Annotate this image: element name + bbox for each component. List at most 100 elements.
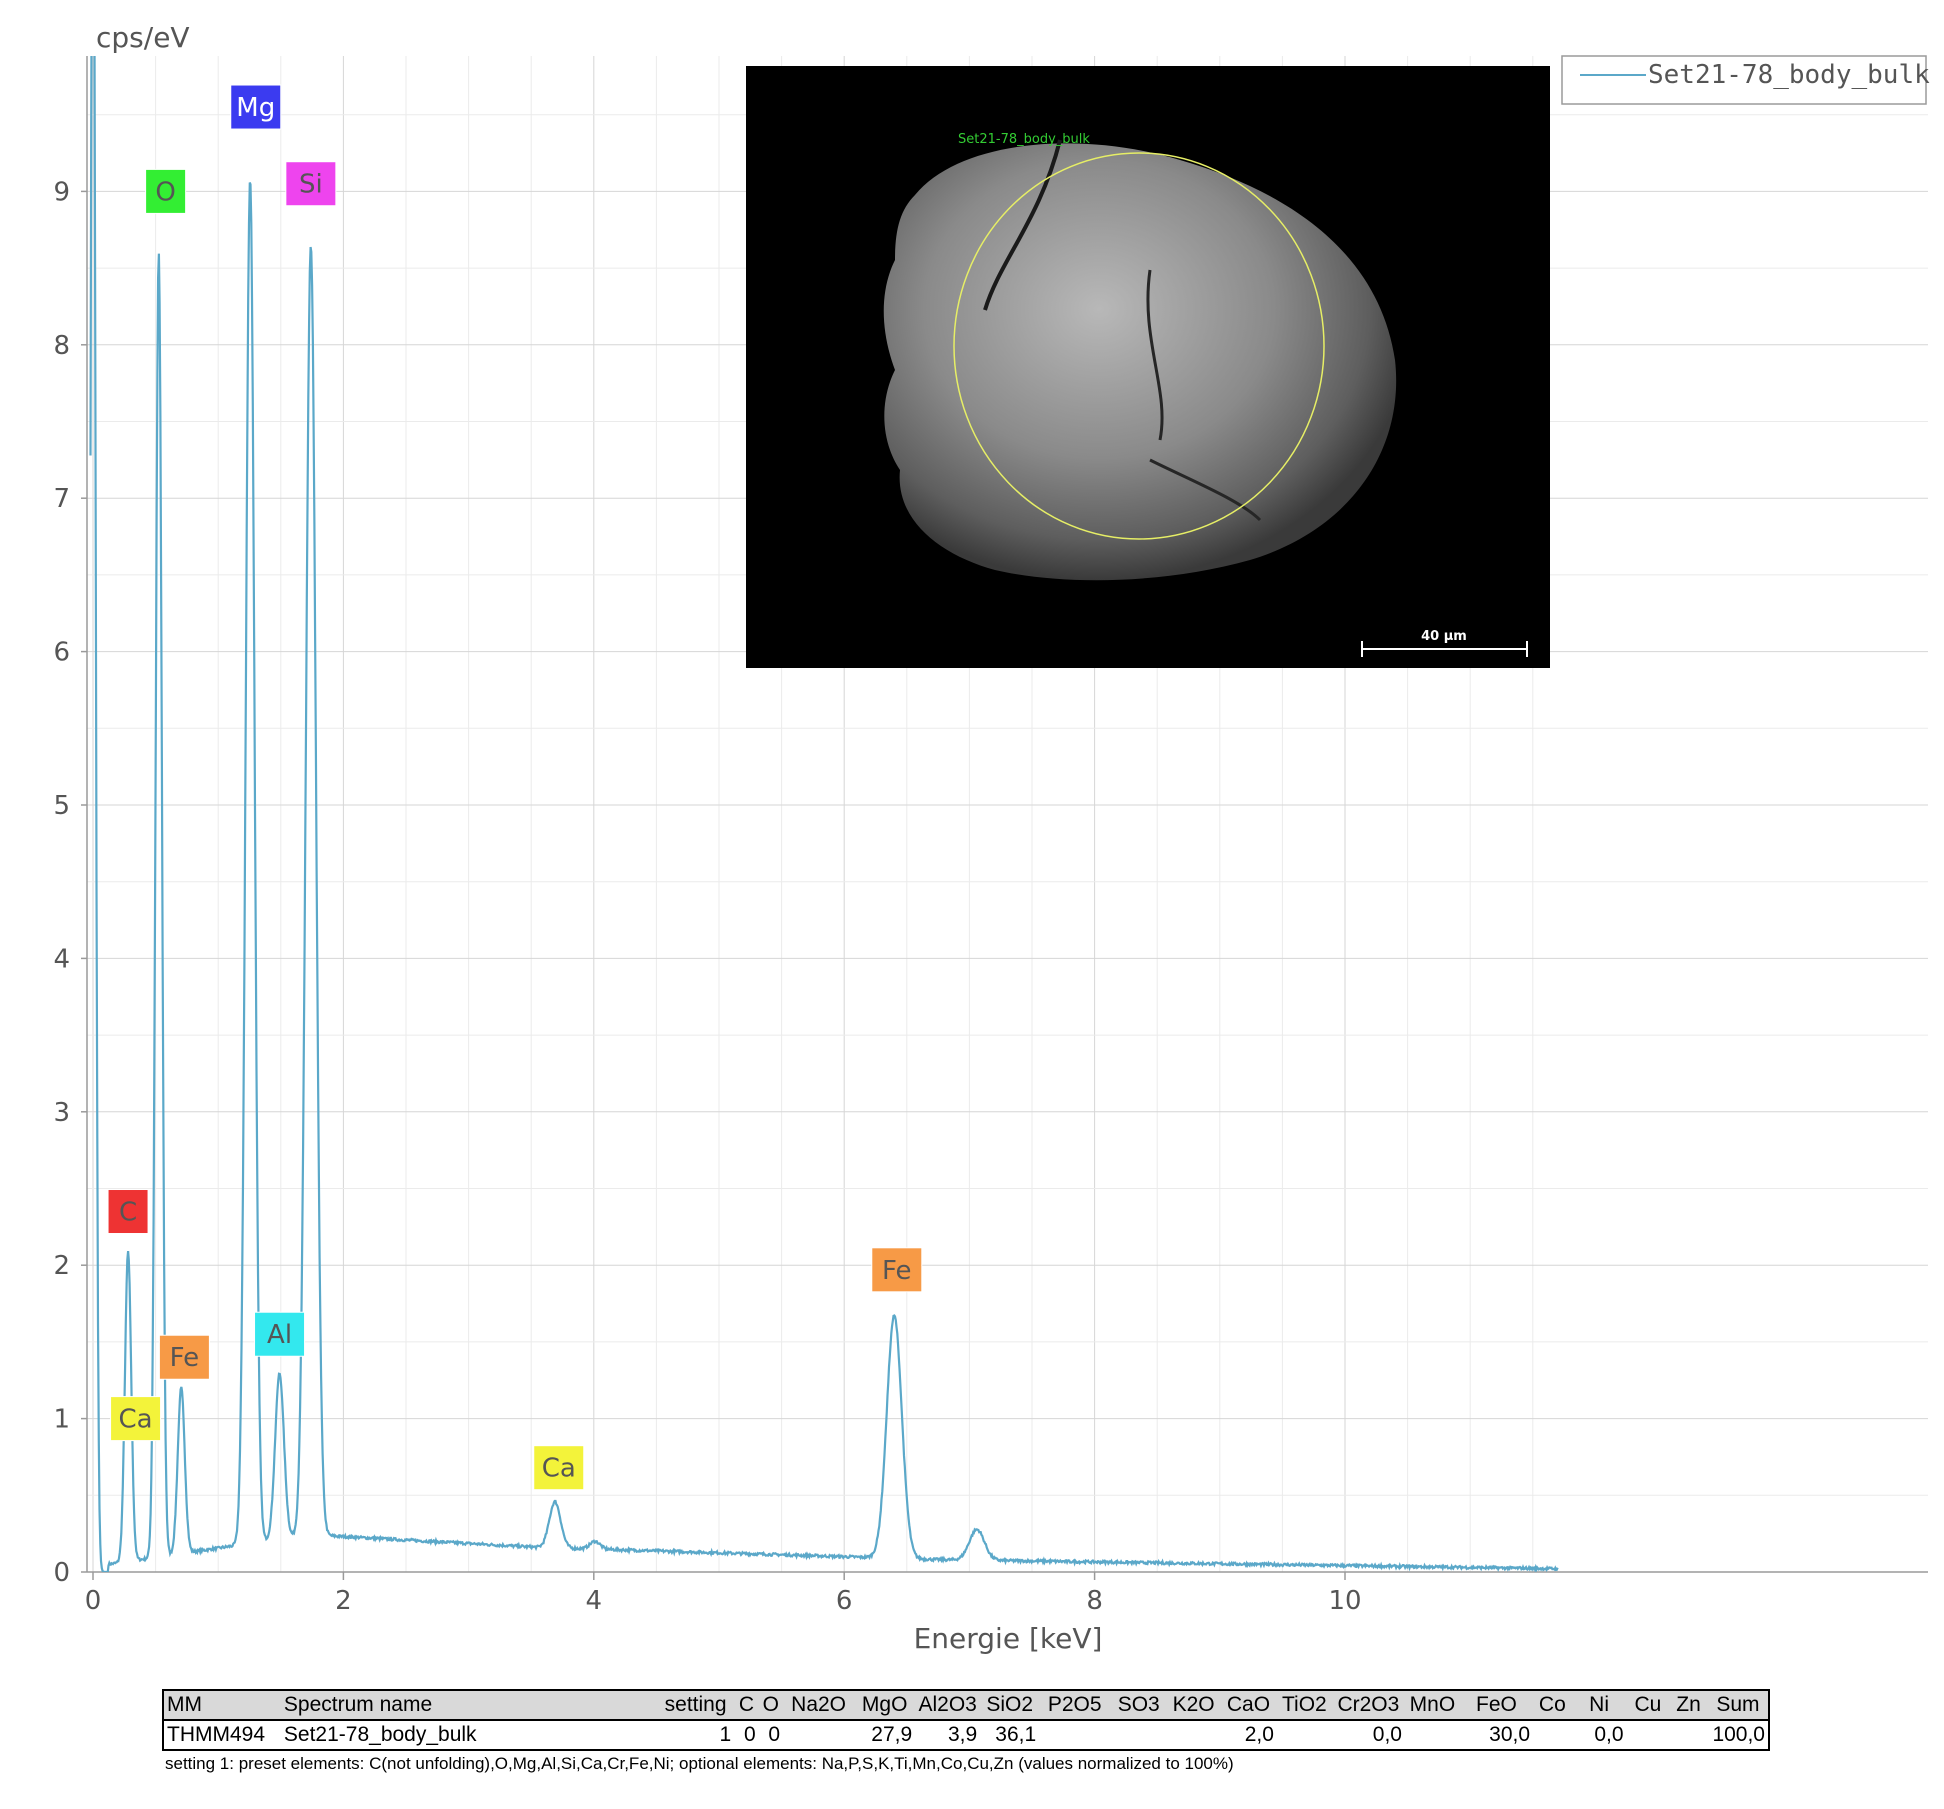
- spectrum-series-line: [89, 56, 1559, 1572]
- table-cell: THMM494: [167, 1723, 266, 1746]
- scale-bar-label: 40 µm: [1421, 629, 1467, 644]
- peak-label-box: [254, 1311, 306, 1357]
- table-cell: 0: [743, 1723, 756, 1746]
- table-row: THMM494 Set21-78_body_bulk 1 0 0 27,9 3,9 36,1 2…: [163, 1720, 1769, 1750]
- table-header-cell: SO3: [1110, 1690, 1168, 1720]
- legend-box: [1561, 55, 1927, 105]
- table-header-cell: Co: [1533, 1690, 1572, 1720]
- table-cell: 30,0: [1489, 1723, 1531, 1746]
- table-header-cell: MM: [163, 1690, 281, 1720]
- crack-line: [1146, 269, 1164, 441]
- table-header-cell: setting: [656, 1690, 735, 1720]
- table-header-cell: CaO: [1220, 1690, 1277, 1720]
- peak-label-ca: Ca: [533, 1445, 585, 1491]
- tick-labels: 0 1 2 3 4 5 6 7 8 9 0 2 4 6 8 10: [53, 177, 1361, 1616]
- table-cell: [1039, 1720, 1110, 1750]
- crack-line: [1149, 458, 1262, 522]
- peak-label-text: Al: [267, 1320, 292, 1350]
- table-header-cell: Cr2O3: [1331, 1690, 1405, 1720]
- peak-label-text: Fe: [882, 1256, 912, 1286]
- peak-labels: Mg O Si C Fe Ca Al Ca Fe: [107, 84, 923, 1491]
- peak-label-si: Si: [285, 161, 337, 207]
- table-footnote: setting 1: preset elements: C(not unfold…: [165, 1754, 1234, 1773]
- peak-label-text: Ca: [119, 1405, 153, 1435]
- y-tick-label: 1: [53, 1405, 70, 1435]
- y-tick-label: 6: [53, 638, 70, 668]
- table-cell: [1110, 1720, 1167, 1750]
- eds-spectrum-chart: 0 1 2 3 4 5 6 7 8 9 0 2 4 6 8 10 cps/eV Energie [keV] M…: [53, 21, 1930, 1655]
- peak-label-box: [110, 1396, 162, 1442]
- table-header-cell: C: [734, 1690, 759, 1720]
- y-tick-label: 4: [53, 944, 70, 974]
- y-tick-label: 3: [53, 1098, 70, 1128]
- table-header-cell: SiO2: [980, 1690, 1040, 1720]
- axes: [86, 56, 1928, 1573]
- table-cell: 3,9: [947, 1723, 978, 1746]
- table-cell: [783, 1720, 854, 1750]
- table-header-cell: Spectrum name: [280, 1690, 657, 1720]
- table-cell: [1669, 1720, 1708, 1750]
- peak-label-box: [871, 1247, 923, 1293]
- peak-label-box: [285, 161, 337, 207]
- x-tick-label: 2: [335, 1586, 352, 1616]
- table-cell: 0,0: [1372, 1723, 1402, 1746]
- table-header-cell: MnO: [1404, 1690, 1460, 1720]
- x-tick-label: 10: [1328, 1586, 1361, 1616]
- y-tick-label: 0: [53, 1558, 70, 1588]
- x-tick-label: 8: [1086, 1586, 1103, 1616]
- table-cell: [1277, 1720, 1332, 1750]
- table-cell: 0: [768, 1723, 781, 1746]
- table-cell: 1: [719, 1723, 732, 1746]
- table-cell: [1627, 1720, 1670, 1750]
- peak-label-box: [533, 1445, 585, 1491]
- table-cell: 36,1: [995, 1723, 1037, 1746]
- peak-label-mg: Mg: [230, 84, 282, 130]
- peak-label-ca: Ca: [110, 1396, 162, 1442]
- table-header-cell: TiO2: [1276, 1690, 1332, 1720]
- peak-label-fe: Fe: [158, 1334, 210, 1380]
- x-axis-title: Energie [keV]: [914, 1622, 1103, 1655]
- peak-label-box: [158, 1334, 210, 1380]
- y-tick-label: 8: [53, 331, 70, 361]
- x-tick-label: 6: [836, 1586, 853, 1616]
- peak-label-al: Al: [254, 1311, 306, 1357]
- peak-label-box: [230, 84, 282, 130]
- table-cell: 0,0: [1594, 1723, 1624, 1746]
- peak-label-text: Si: [299, 170, 323, 200]
- x-tick-label: 4: [586, 1586, 603, 1616]
- peak-label-box: [145, 168, 187, 214]
- table-header-cell: FeO: [1459, 1690, 1534, 1720]
- table-header-cell: Cu: [1626, 1690, 1670, 1720]
- table-header-cell: MgO: [854, 1690, 916, 1720]
- y-axis-title: cps/eV: [96, 21, 190, 54]
- table-header-cell: P2O5: [1039, 1690, 1111, 1720]
- table-header-cell: Al2O3: [915, 1690, 981, 1720]
- y-tick-label: 7: [53, 484, 70, 514]
- crack-line: [983, 139, 1062, 311]
- table-header-cell: Ni: [1571, 1690, 1627, 1720]
- y-tick-label: 2: [53, 1251, 70, 1281]
- table-cell: [1405, 1720, 1460, 1750]
- table-cell: 27,9: [871, 1723, 913, 1746]
- table-header-cell: Zn: [1669, 1690, 1708, 1720]
- table-cell: Set21-78_body_bulk: [283, 1723, 477, 1746]
- x-tick-label: 0: [85, 1586, 102, 1616]
- sem-inset-image: Set21-78_body_bulk 40 µm: [746, 66, 1550, 668]
- peak-label-text: Ca: [542, 1454, 576, 1484]
- peak-label-text: C: [119, 1198, 137, 1228]
- table-header-cell: Na2O: [783, 1690, 855, 1720]
- table-header-row: MM Spectrum name setting C O Na2O MgO Al2O3 SiO2…: [163, 1690, 1769, 1720]
- peak-label-text: O: [155, 177, 175, 207]
- legend-series-name: Set21-78_body_bulk: [1648, 60, 1930, 90]
- table-header-cell: Sum: [1707, 1690, 1769, 1720]
- table-header-cell: O: [758, 1690, 784, 1720]
- y-tick-label: 9: [53, 177, 70, 207]
- table-cell: [1167, 1720, 1220, 1750]
- table-cell: [1533, 1720, 1572, 1750]
- peak-label-box: [107, 1189, 149, 1235]
- peak-label-c: C: [107, 1189, 149, 1235]
- peak-label-fe: Fe: [871, 1247, 923, 1293]
- table-cell: 100,0: [1712, 1723, 1765, 1746]
- table-header-cell: K2O: [1167, 1690, 1221, 1720]
- peak-label-text: Mg: [236, 93, 275, 123]
